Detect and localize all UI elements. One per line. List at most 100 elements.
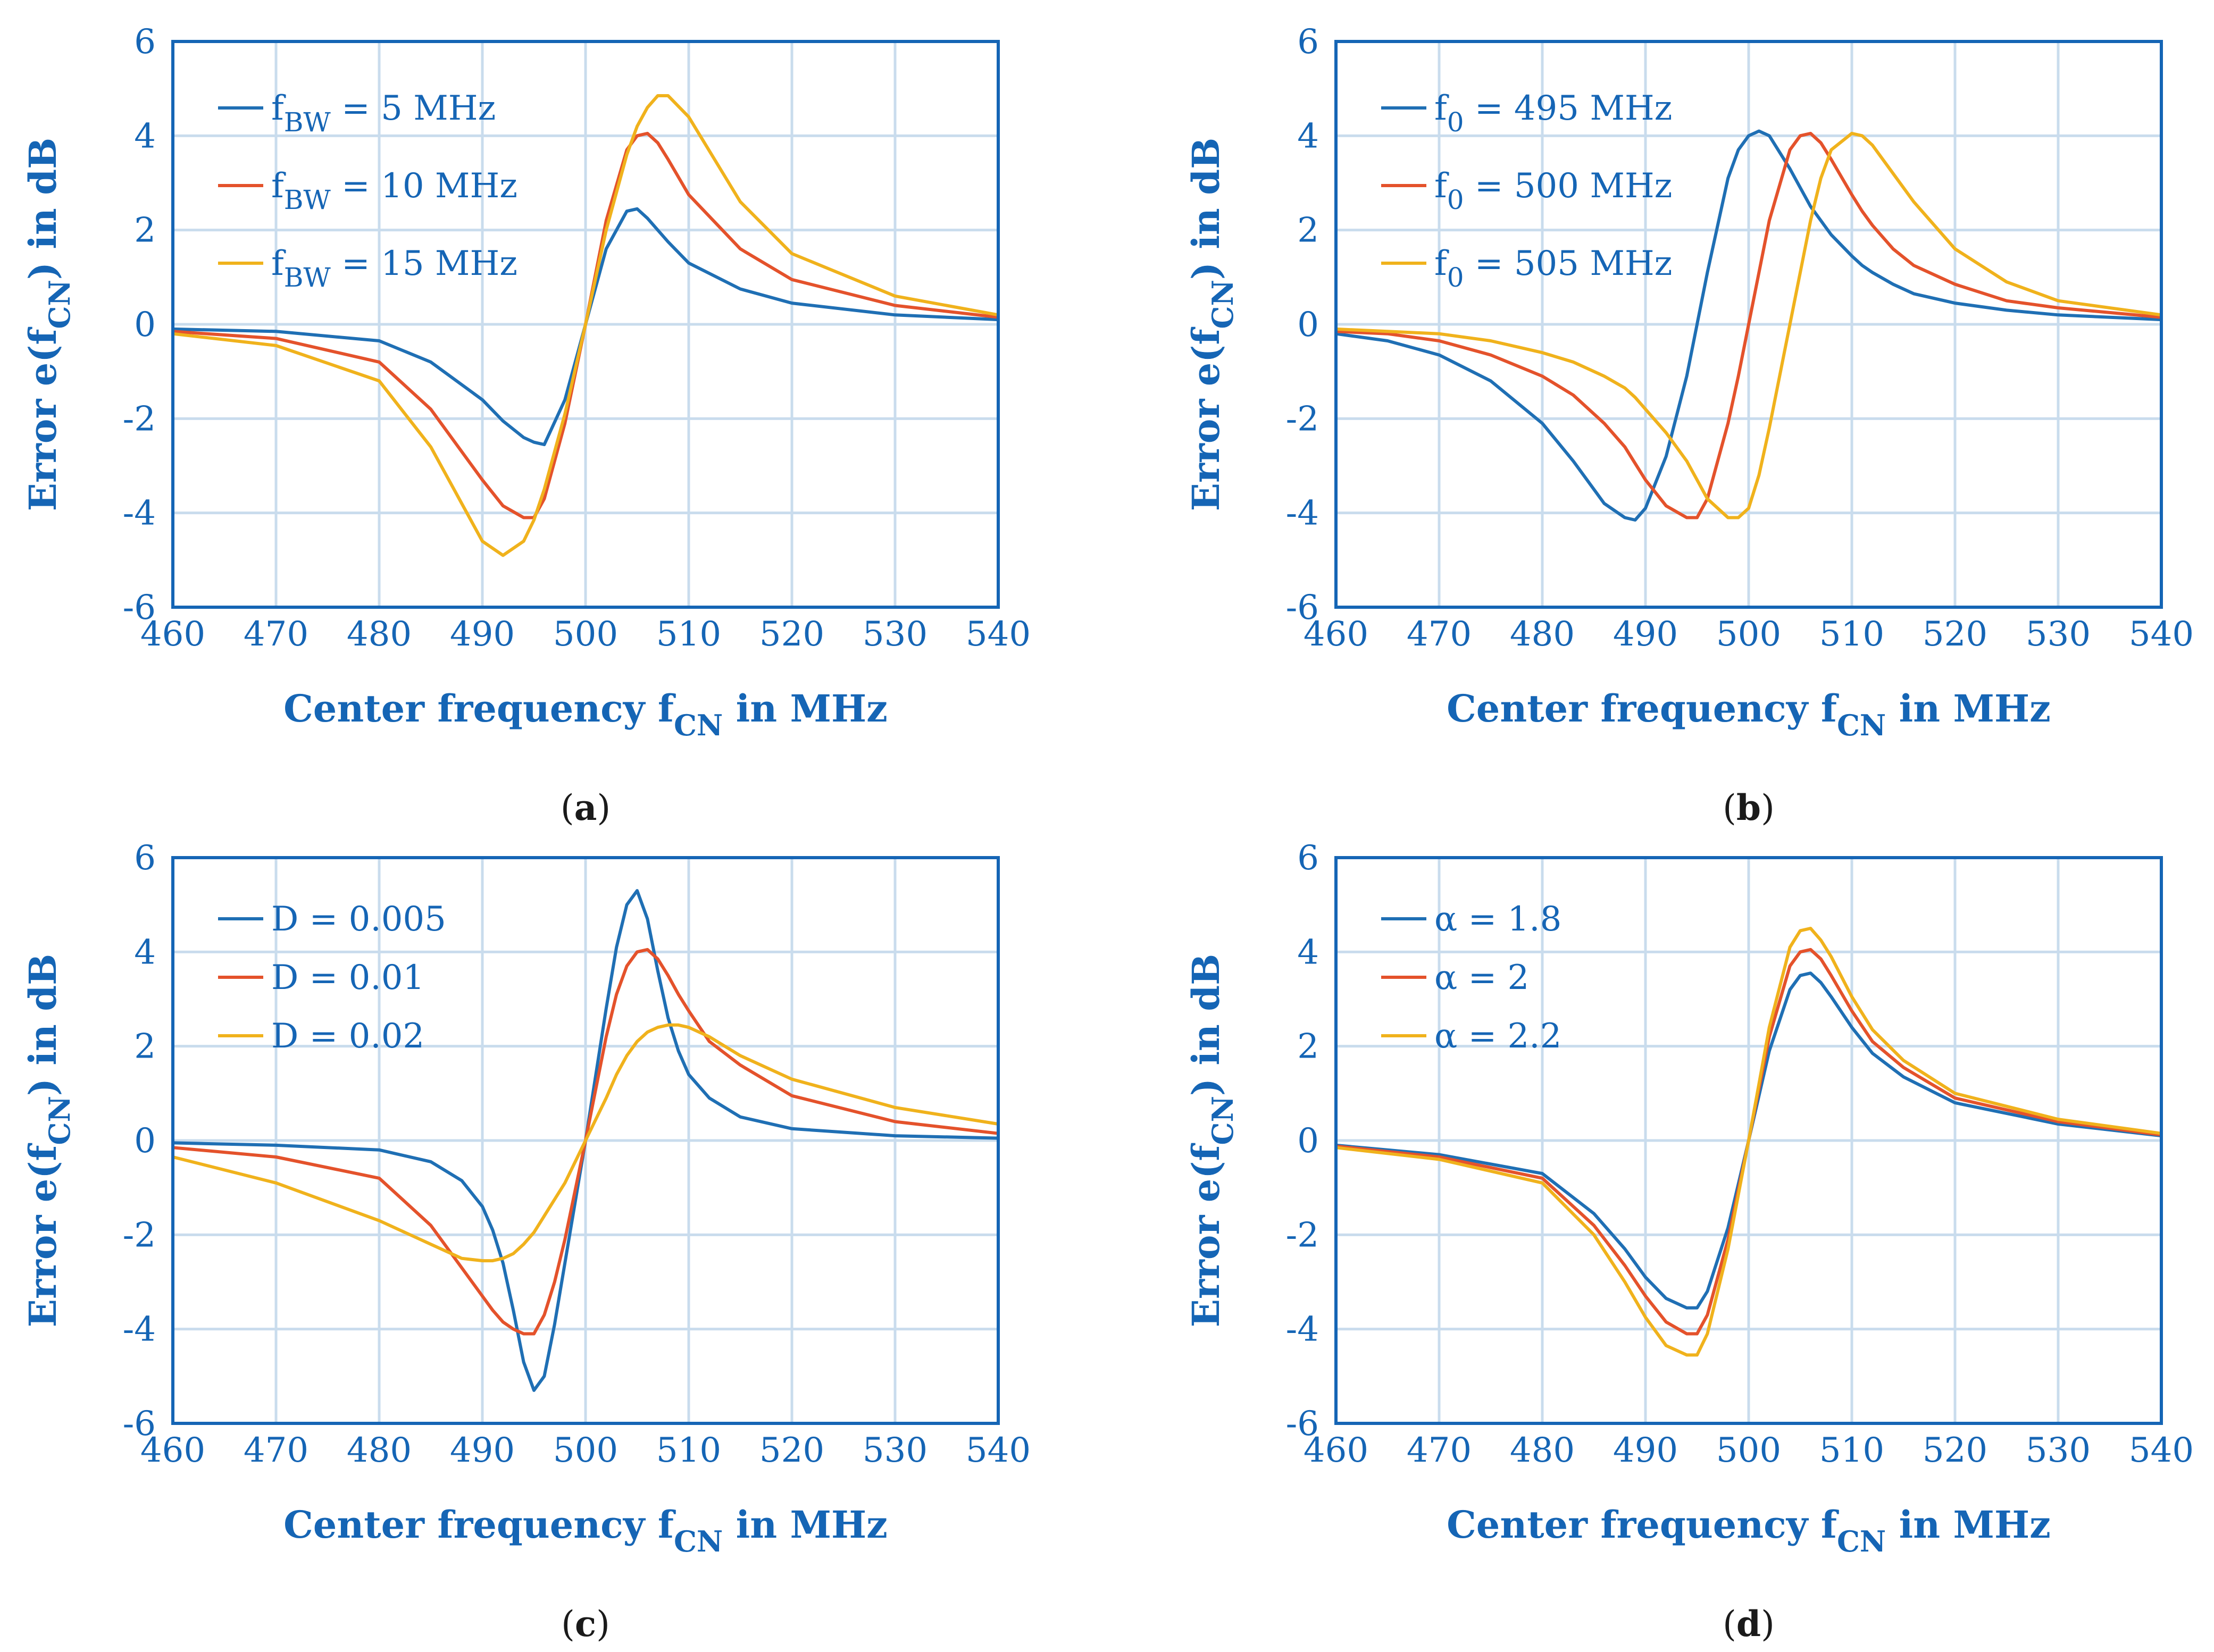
legend-label-2: D = 0.01 <box>271 958 424 997</box>
y-tick-label: 4 <box>1297 116 1319 156</box>
y-tick-label: -4 <box>123 494 156 533</box>
x-tick-label: 500 <box>1716 1431 1781 1470</box>
legend-text: D = 0.005 <box>271 900 446 939</box>
x-tick-label: 510 <box>1819 615 1884 654</box>
caption-letter: b <box>1736 787 1761 828</box>
legend-label-3: α = 2.2 <box>1434 1017 1561 1056</box>
y-axis-title-tail: ) in dB <box>21 954 65 1096</box>
y-tick-label: 4 <box>1297 933 1319 972</box>
x-axis-title-subscript: CN <box>674 1524 723 1558</box>
y-tick-label: 6 <box>1297 22 1319 62</box>
caption-letter: d <box>1736 1603 1761 1645</box>
y-tick-label: -2 <box>123 1215 156 1255</box>
x-tick-label: 530 <box>2026 615 2091 654</box>
chart-panel-b: 460 470 480 490 500 510 520 530 540 6 4 2 0 -2 -4 -6 f0 … <box>1184 22 2194 828</box>
caption-letter: a <box>574 787 597 828</box>
legend-label-1: α = 1.8 <box>1434 900 1561 939</box>
caption-paren: ( <box>561 1604 575 1645</box>
subfigure-caption: (a) <box>561 787 611 828</box>
x-tick-label: 490 <box>450 615 515 654</box>
x-tick-label: 540 <box>966 1431 1031 1470</box>
x-axis-title: Center frequency fCN in MHz <box>283 1503 888 1558</box>
x-tick-label: 480 <box>1510 615 1575 654</box>
caption-paren: ( <box>1723 787 1736 828</box>
legend: D = 0.005 D = 0.01 D = 0.02 <box>218 900 446 1056</box>
legend: α = 1.8 α = 2 α = 2.2 <box>1381 900 1561 1056</box>
x-axis-title-tail: in MHz <box>1886 1503 2051 1547</box>
series-line-1 <box>1334 129 2163 522</box>
series-line-3 <box>1334 131 2163 519</box>
x-tick-label: 490 <box>450 1431 515 1470</box>
y-axis-title-tail: ) in dB <box>1184 138 1228 280</box>
y-axis-title: Error e(fCN) in dB <box>21 138 77 511</box>
series-line-3 <box>171 1023 1000 1263</box>
plot-frame <box>1334 856 2163 1425</box>
legend-text: = 5 MHz <box>331 89 496 128</box>
x-tick-label: 460 <box>1304 615 1368 654</box>
x-axis-title-main: Center frequency f <box>283 1503 676 1547</box>
y-axis-title: Error e(fCN) in dB <box>21 954 77 1328</box>
y-tick-label: 6 <box>1297 838 1319 878</box>
legend-label-3: D = 0.02 <box>271 1017 424 1056</box>
y-tick-label: -2 <box>1286 399 1319 439</box>
x-tick-label: 470 <box>244 1431 308 1470</box>
y-axis-title: Error e(fCN) in dB <box>1184 954 1240 1328</box>
legend-text: = 495 MHz <box>1464 89 1673 128</box>
y-tick-label: 4 <box>134 933 156 972</box>
y-tick-label: 2 <box>1297 1027 1319 1067</box>
x-tick-label: 460 <box>140 1431 205 1470</box>
subfigure-caption: (d) <box>1723 1603 1775 1645</box>
x-tick-label: 500 <box>1716 615 1781 654</box>
y-tick-label: -6 <box>123 588 156 627</box>
legend-text: f <box>1434 244 1449 283</box>
chart-panel-c: 460 470 480 490 500 510 520 530 540 6 4 2 0 -2 -4 -6 D =… <box>21 838 1031 1645</box>
x-tick-label: 470 <box>1407 1431 1472 1470</box>
legend-text: α = 2 <box>1434 958 1529 997</box>
y-tick-label: 2 <box>1297 211 1319 250</box>
x-axis-title: Center frequency fCN in MHz <box>283 686 888 742</box>
x-tick-label: 530 <box>863 1431 928 1470</box>
y-tick-label: -6 <box>123 1404 156 1444</box>
caption-paren: ( <box>1723 1604 1736 1645</box>
x-tick-label: 500 <box>553 1431 618 1470</box>
caption-paren: ) <box>1761 1604 1775 1645</box>
y-axis-title-subscript: CN <box>43 1096 77 1145</box>
x-axis-title-main: Center frequency f <box>1447 1503 1839 1547</box>
y-tick-label: 0 <box>134 305 156 345</box>
x-tick-label: 540 <box>966 615 1031 654</box>
legend-subscript: BW <box>284 185 331 215</box>
y-tick-label: 0 <box>1297 1121 1319 1161</box>
y-tick-label: -6 <box>1286 588 1319 627</box>
subfigure-caption: (b) <box>1723 787 1775 828</box>
x-tick-label: 510 <box>1819 1431 1884 1470</box>
x-axis-title-tail: in MHz <box>723 686 888 731</box>
x-tick-label: 490 <box>1613 615 1678 654</box>
x-axis-title: Center frequency fCN in MHz <box>1447 686 2051 742</box>
chart-panel-a: 460 470 480 490 500 510 520 530 5406420-2-4-6fBW… <box>21 22 1031 828</box>
x-tick-label: 530 <box>863 615 928 654</box>
legend-text: = 500 MHz <box>1464 166 1673 206</box>
x-tick-label: 520 <box>1923 615 1987 654</box>
x-tick-label: 540 <box>2129 1431 2194 1470</box>
series-line-3 <box>1334 927 2163 1357</box>
caption-paren: ( <box>561 787 574 828</box>
series-line-3 <box>171 94 1000 557</box>
caption-paren: ) <box>596 1604 610 1645</box>
y-axis-title-main: Error e(f <box>21 327 65 511</box>
x-axis-title-main: Center frequency f <box>1447 686 1839 731</box>
y-axis-title-tail: ) in dB <box>1184 954 1228 1096</box>
y-tick-label: 0 <box>1297 305 1319 345</box>
x-tick-label: 480 <box>1510 1431 1575 1470</box>
y-tick-label: -4 <box>123 1310 156 1349</box>
plot-frame <box>171 40 1000 609</box>
legend-text: f <box>271 166 286 206</box>
x-tick-label: 480 <box>347 615 412 654</box>
x-tick-label: 470 <box>244 615 308 654</box>
x-axis-title-subscript: CN <box>1837 708 1886 742</box>
x-tick-label: 510 <box>656 615 721 654</box>
legend-text: D = 0.02 <box>271 1017 424 1056</box>
x-tick-label: 510 <box>656 1431 721 1470</box>
legend-label-2: f0 = 500 MHz <box>1434 166 1672 215</box>
